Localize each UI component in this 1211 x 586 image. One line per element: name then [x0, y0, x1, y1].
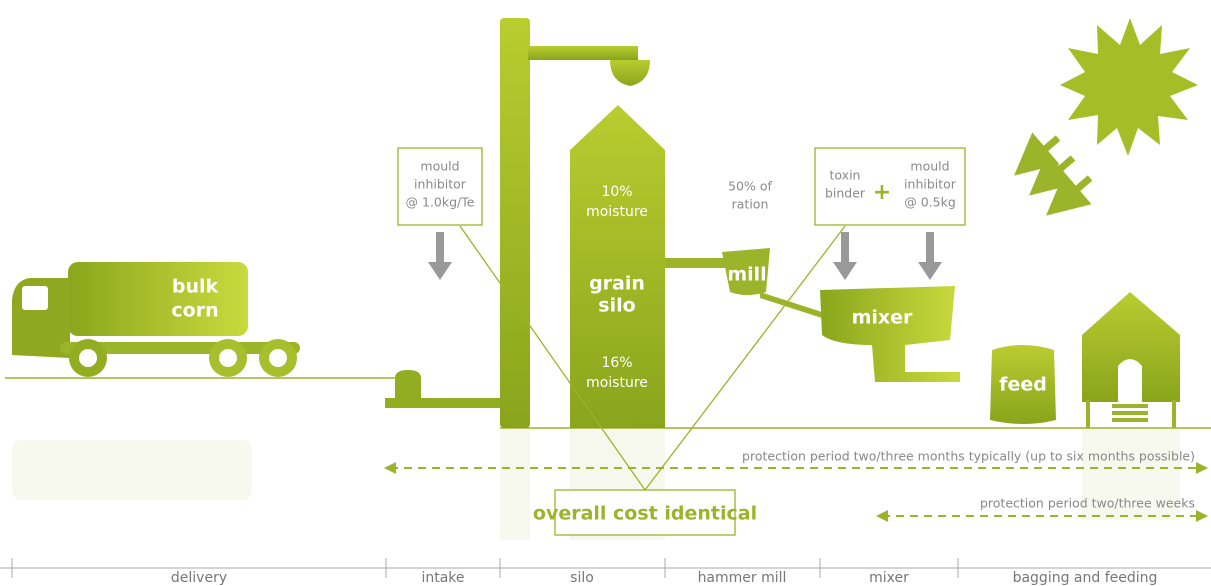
truck-label: corn: [171, 300, 218, 322]
stage-label: silo: [570, 570, 594, 586]
intake-additive: @ 1.0kg/Te: [406, 195, 475, 210]
ration-note: 50% of: [728, 179, 772, 194]
sun-rays: [1030, 138, 1090, 202]
pipe: [665, 258, 725, 268]
silo-moisture: 10%: [601, 184, 632, 200]
mixer: [820, 286, 960, 382]
mixer-additive: mould: [910, 159, 949, 174]
intake-pit: [385, 370, 500, 408]
mixer-additive: @ 0.5kg: [904, 195, 956, 210]
mixer-additive: binder: [825, 186, 866, 201]
process-diagram: bulk corn 10% moisture grain silo 16% mo…: [0, 0, 1211, 586]
short-protection-label: protection period two/three weeks: [980, 496, 1195, 511]
mixer-additive: toxin: [830, 168, 861, 183]
silo-moisture: moisture: [586, 204, 648, 220]
silo-label: silo: [598, 295, 635, 317]
long-protection-label: protection period two/three months typic…: [742, 449, 1195, 464]
ration-note: ration: [732, 197, 769, 212]
stage-label: delivery: [171, 570, 227, 586]
mill-label: mill: [727, 264, 766, 286]
intake-additive: inhibitor: [414, 177, 467, 192]
silo-moisture: moisture: [586, 375, 648, 391]
stage-label: bagging and feeding: [1013, 570, 1158, 586]
sun: [1060, 18, 1198, 156]
intake-additive: mould: [420, 159, 459, 174]
mixer-label: mixer: [852, 307, 913, 329]
plus: +: [873, 180, 891, 205]
stage-label: hammer mill: [698, 570, 787, 586]
stage-label: intake: [421, 570, 464, 586]
stage-label: mixer: [869, 570, 909, 586]
silo-label: grain: [589, 273, 645, 295]
mixer-additive: inhibitor: [904, 177, 957, 192]
truck-label: bulk: [172, 276, 219, 298]
pipe: [760, 292, 822, 318]
summary: overall cost identical: [533, 503, 757, 525]
truck: [12, 262, 300, 377]
feed-label: feed: [999, 374, 1047, 396]
house: [1082, 292, 1180, 428]
silo-moisture: 16%: [601, 355, 632, 371]
